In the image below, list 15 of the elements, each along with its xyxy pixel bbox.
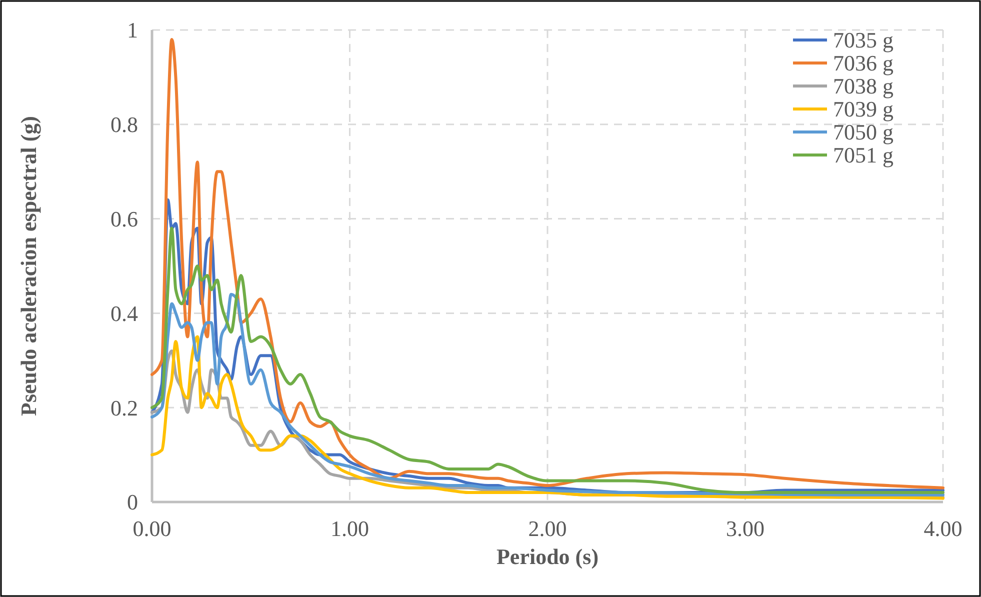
y-tick-label: 1 — [127, 18, 138, 43]
y-tick-label: 0.4 — [110, 300, 138, 326]
y-tick-label: 0.6 — [110, 206, 138, 232]
y-tick-label: 0.8 — [110, 112, 138, 138]
x-tick-label: 1.00 — [330, 516, 369, 541]
y-axis-title: Pseudo aceleracion espectral (g) — [16, 116, 41, 416]
x-tick-label: 2.00 — [528, 516, 567, 541]
x-axis-title: Periodo (s) — [496, 544, 599, 569]
y-tick-label: 0.2 — [110, 395, 138, 420]
y-tick-label: 0 — [127, 490, 138, 515]
x-tick-label: 0.00 — [132, 516, 172, 541]
legend-label: 7035 g — [833, 28, 894, 53]
x-tick-label: 4.00 — [924, 516, 962, 541]
line-series — [150, 292, 944, 496]
x-tick-label: 3.00 — [726, 516, 764, 541]
